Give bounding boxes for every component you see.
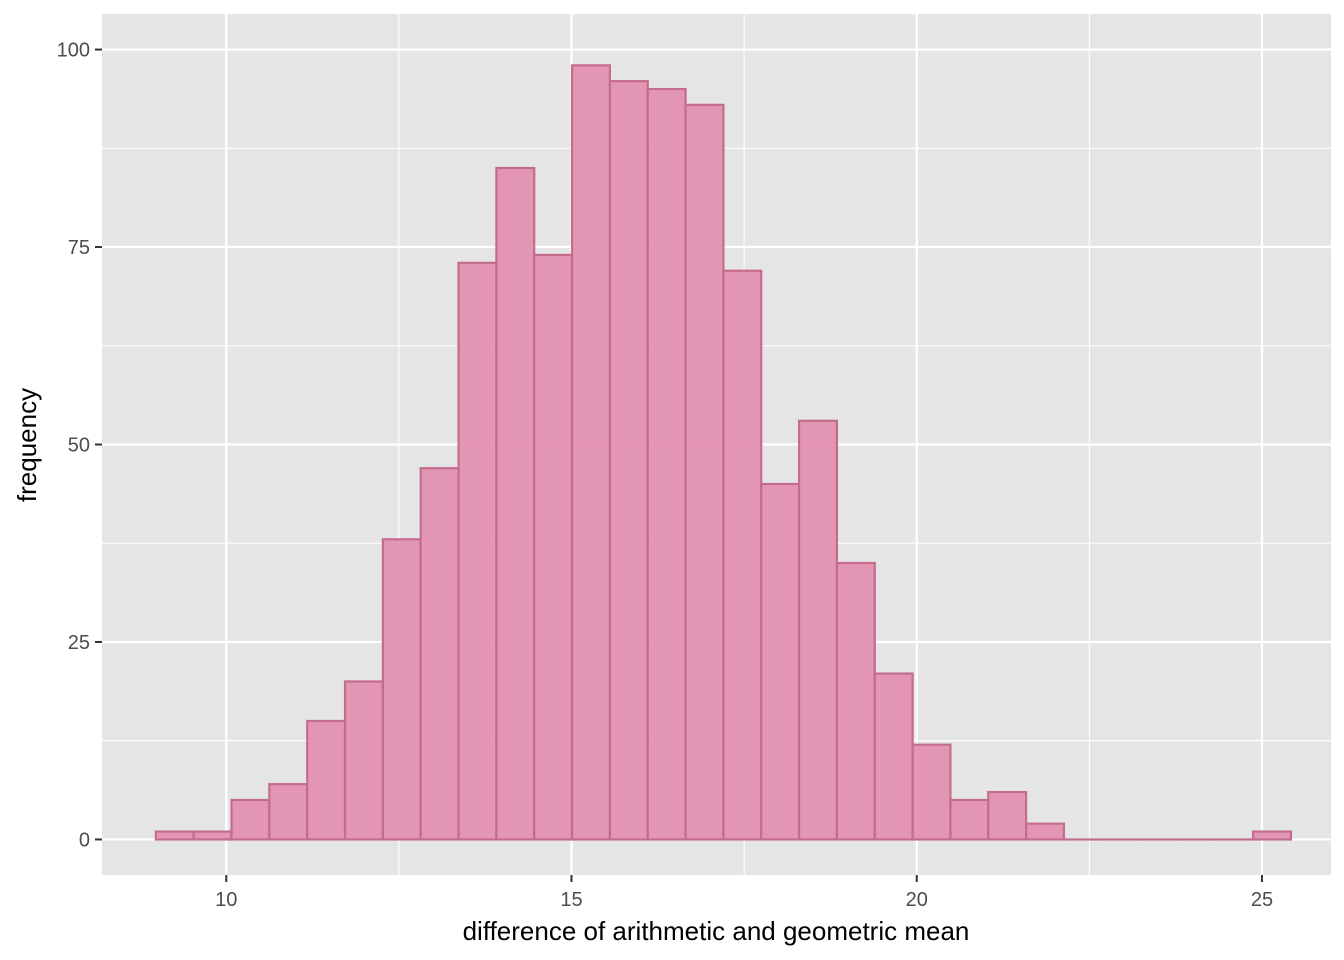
y-tick-label: 75 [68, 237, 90, 259]
histogram-bar [684, 103, 725, 841]
histogram-bar [835, 561, 876, 841]
histogram-bar [797, 419, 839, 841]
histogram-bar [154, 830, 195, 841]
histogram-bar [760, 482, 801, 841]
x-tick-label: 10 [215, 889, 237, 911]
histogram-bar [343, 680, 384, 841]
x-tick-label: 20 [906, 889, 928, 911]
y-tick-label: 100 [57, 40, 90, 62]
histogram-bar [457, 261, 498, 841]
histogram-bar [949, 798, 990, 841]
x-axis-title: difference of arithmetic and geometric m… [463, 916, 970, 946]
y-tick-label: 25 [68, 632, 90, 654]
y-axis-title: frequency [12, 388, 42, 502]
histogram-bar [570, 64, 611, 841]
histogram-bar [608, 80, 649, 841]
histogram-bar [306, 719, 347, 841]
histogram-bar [268, 783, 309, 841]
histogram-bar [381, 538, 422, 841]
histogram-bar [495, 166, 536, 841]
y-tick-label: 0 [79, 829, 90, 851]
histogram-bars [154, 64, 1293, 841]
histogram-bar [987, 790, 1028, 841]
y-axis: 0 25 50 75 100 [57, 40, 102, 851]
histogram-bar [1252, 830, 1293, 841]
histogram-bar [419, 467, 460, 841]
histogram-bar [1024, 822, 1066, 841]
histogram-bar [873, 672, 914, 841]
histogram-bar [533, 253, 574, 841]
histogram-bar [192, 830, 233, 841]
histogram-bar [230, 798, 271, 841]
x-axis: 10 15 20 25 [215, 875, 1273, 911]
histogram-bar [911, 743, 952, 841]
histogram-bar [722, 269, 763, 841]
y-tick-label: 50 [68, 435, 90, 457]
x-tick-label: 15 [560, 889, 582, 911]
histogram-bar [646, 87, 687, 841]
x-tick-label: 25 [1251, 889, 1273, 911]
